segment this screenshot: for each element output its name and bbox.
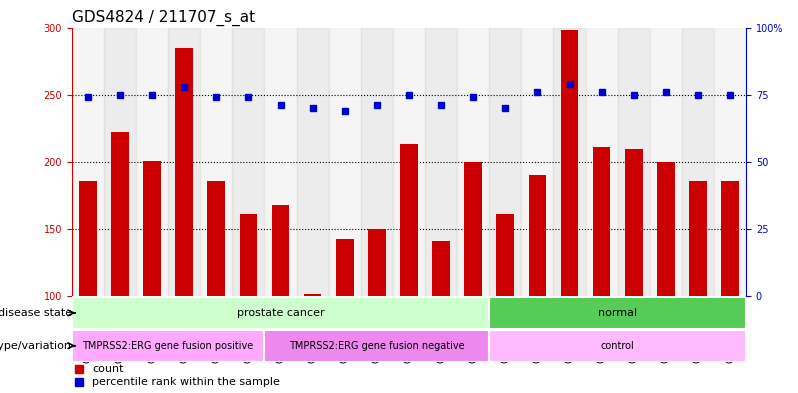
Bar <box>457 28 489 296</box>
Bar <box>336 239 354 296</box>
Bar <box>297 28 329 296</box>
Bar <box>104 28 136 296</box>
Text: GDS4824 / 211707_s_at: GDS4824 / 211707_s_at <box>72 10 255 26</box>
Bar <box>271 205 290 296</box>
Bar <box>528 175 547 296</box>
Bar <box>144 161 161 296</box>
Bar <box>72 28 104 296</box>
Bar <box>111 132 128 296</box>
Bar <box>232 28 264 296</box>
Text: TMPRSS2:ERG gene fusion positive: TMPRSS2:ERG gene fusion positive <box>82 341 254 351</box>
Bar <box>361 28 393 296</box>
Bar <box>561 30 579 296</box>
Bar <box>657 162 674 296</box>
Bar <box>554 28 586 296</box>
Text: normal: normal <box>598 308 638 318</box>
Bar <box>136 28 168 296</box>
Bar <box>682 28 714 296</box>
Bar <box>168 28 200 296</box>
Bar <box>207 181 225 296</box>
Text: count: count <box>92 364 124 374</box>
Bar <box>400 145 418 296</box>
Bar <box>625 149 642 296</box>
Bar <box>79 181 97 296</box>
Bar <box>368 229 385 296</box>
Bar <box>72 330 264 362</box>
Bar <box>304 294 322 296</box>
Text: percentile rank within the sample: percentile rank within the sample <box>92 377 280 387</box>
Text: prostate cancer: prostate cancer <box>237 308 324 318</box>
Text: genotype/variation: genotype/variation <box>0 341 72 351</box>
Bar <box>433 241 450 296</box>
Bar <box>239 215 257 296</box>
Bar <box>496 215 514 296</box>
Bar <box>489 28 521 296</box>
Bar <box>689 181 707 296</box>
Bar <box>329 28 361 296</box>
Bar <box>72 297 489 329</box>
Bar <box>425 28 457 296</box>
Bar <box>489 330 746 362</box>
Bar <box>721 181 739 296</box>
Bar <box>593 147 610 296</box>
Bar <box>714 28 746 296</box>
Bar <box>176 48 193 296</box>
Bar <box>650 28 682 296</box>
Text: control: control <box>601 341 634 351</box>
Bar <box>489 297 746 329</box>
Bar <box>264 330 489 362</box>
Text: disease state: disease state <box>0 308 72 318</box>
Bar <box>586 28 618 296</box>
Bar <box>521 28 554 296</box>
Bar <box>464 162 482 296</box>
Bar <box>200 28 232 296</box>
Text: TMPRSS2:ERG gene fusion negative: TMPRSS2:ERG gene fusion negative <box>289 341 464 351</box>
Bar <box>618 28 650 296</box>
Bar <box>393 28 425 296</box>
Bar <box>264 28 297 296</box>
